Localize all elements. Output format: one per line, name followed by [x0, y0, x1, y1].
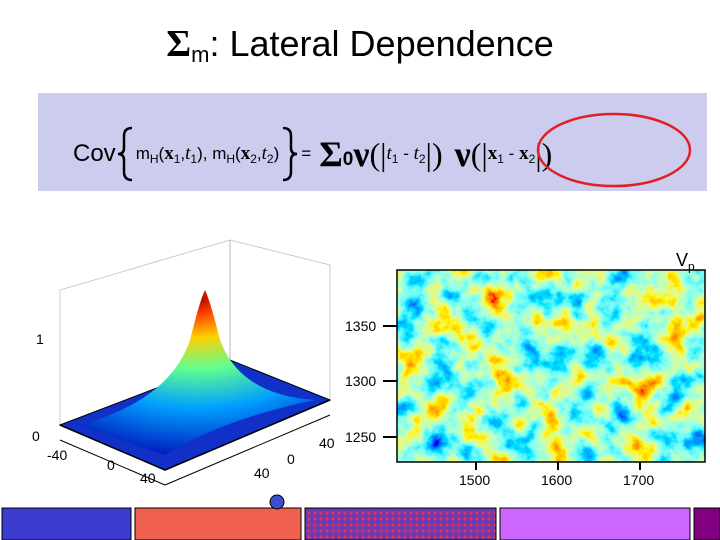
- formula-part: V: [676, 250, 689, 270]
- formula-part: ): [431, 135, 443, 172]
- formula-part: x: [240, 143, 251, 164]
- formula-part: 2: [250, 152, 257, 166]
- x-tick-label: 0: [107, 457, 115, 473]
- y-tick-label: 1250: [345, 429, 377, 445]
- formula-part: x: [487, 143, 498, 164]
- slide-title: Σm: Lateral Dependence: [0, 22, 720, 68]
- formula-part: =: [301, 144, 312, 163]
- formula-part: Cov: [73, 140, 116, 167]
- x-tick-label: 1700: [623, 472, 655, 488]
- z-tick-label: 0: [32, 428, 40, 444]
- formula-box: [38, 93, 707, 191]
- formula-part: |: [380, 135, 387, 172]
- x-tick-label: 40: [140, 470, 156, 486]
- formula-part: ,: [256, 144, 262, 163]
- highlight-ellipse: [536, 112, 692, 188]
- formula-part: 1: [497, 152, 504, 166]
- formula-part: m: [135, 144, 150, 163]
- image-label: Vp: [676, 250, 695, 274]
- x-tick-label: 1600: [541, 472, 573, 488]
- footer-bar: [1, 494, 720, 540]
- y-tick-label: 0: [287, 451, 295, 467]
- y-tick-label: 40: [319, 435, 335, 451]
- formula-part: -: [398, 144, 414, 163]
- formula-part: 1: [391, 152, 399, 166]
- formula-part: ν: [454, 134, 471, 174]
- formula-part: x: [164, 143, 174, 164]
- formula-part: 0: [342, 149, 354, 170]
- formula-part: t: [261, 143, 267, 164]
- formula-part: ): [541, 135, 553, 172]
- title-subscript: m: [191, 42, 210, 67]
- title-text: : Lateral Dependence: [209, 23, 554, 64]
- formula-part: (: [470, 135, 482, 172]
- formula-part: |: [481, 135, 488, 172]
- formula: Cov m H(x 1, t 1), m H(x 2, t 2) = Σ 0 ν(| t 1 - t 2 |…: [73, 126, 552, 182]
- velocity-image: [397, 270, 705, 462]
- formula-part: ν: [353, 134, 370, 174]
- left-brace: [117, 126, 132, 182]
- formula-part: p: [688, 259, 695, 274]
- formula-part: 2: [418, 152, 426, 166]
- formula-part: H: [226, 152, 236, 166]
- formula-part: ,: [180, 144, 186, 163]
- formula-part: t: [413, 143, 419, 164]
- formula-part: 2: [266, 152, 274, 166]
- formula-part: t: [386, 143, 392, 164]
- surface-plot: [58, 239, 332, 486]
- right-brace: [283, 126, 298, 182]
- z-tick-label: 1: [36, 331, 44, 347]
- image-plot: [383, 269, 706, 470]
- formula-part: Σ: [319, 134, 343, 174]
- formula-part: t: [185, 143, 191, 164]
- formula-part: H: [149, 152, 159, 166]
- formula-part: 2: [528, 152, 536, 166]
- formula-part: 1: [173, 152, 181, 166]
- x-tick-label: 1500: [459, 472, 491, 488]
- x-tick-label: -40: [47, 447, 68, 463]
- formula-part: (: [158, 144, 165, 163]
- formula-part: |: [425, 135, 432, 172]
- title-symbol: Σ: [166, 23, 192, 65]
- formula-part: (: [235, 144, 241, 163]
- formula-part: -: [503, 144, 520, 163]
- y-tick-label: 1350: [345, 318, 377, 334]
- y-tick-label: 1300: [345, 373, 377, 389]
- formula-part: ), m: [197, 144, 227, 163]
- y-tick-label: 40: [254, 465, 270, 481]
- formula-part: 1: [190, 152, 198, 166]
- formula-part: x: [519, 143, 529, 164]
- formula-part: ): [273, 144, 280, 163]
- formula-part: (: [369, 135, 381, 172]
